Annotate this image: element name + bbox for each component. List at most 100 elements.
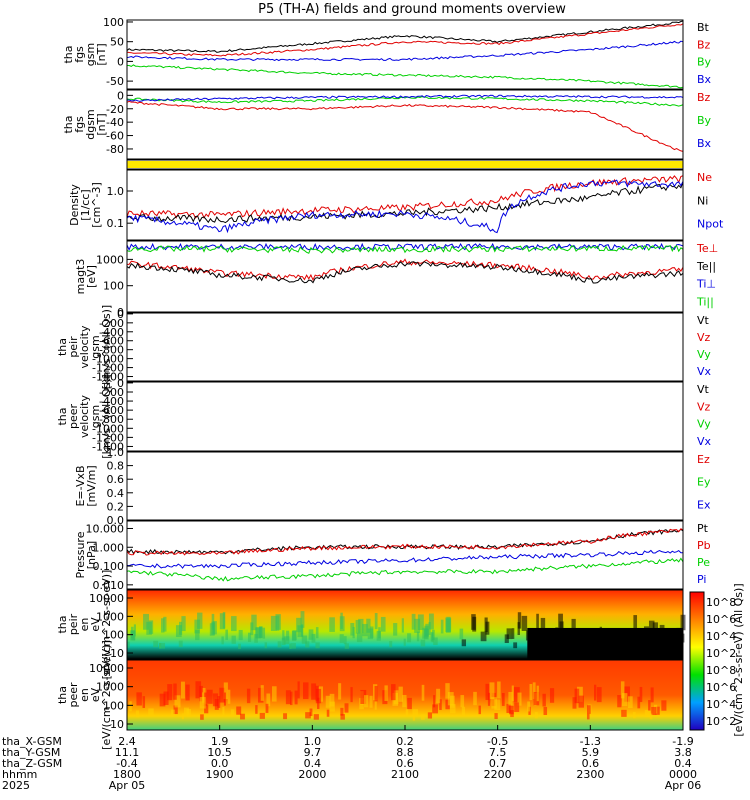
spectrogram-pixel (506, 628, 513, 640)
spectrogram-pixel (225, 629, 228, 640)
spectrogram-pixel (369, 695, 373, 708)
spectrogram-pixel (628, 696, 633, 709)
spectrogram-pixel (194, 619, 200, 634)
panel-density: 1.0 0.1 Density[1/cc][cm^-3] Ne Ni Npot (68, 169, 724, 241)
spectrogram-pixel (133, 624, 136, 637)
colorbar-scale (689, 591, 705, 731)
spectrogram-pixel (161, 618, 165, 633)
spectrogram-pixel (297, 625, 304, 638)
spectrogram-pixel (219, 687, 226, 703)
y-axis-label: peir (67, 613, 80, 635)
spectrogram-pixel (574, 688, 580, 704)
spectrogram-pixel (231, 635, 236, 644)
spectrogram-pixel (513, 642, 518, 649)
y-tick-label: 1.000 (93, 541, 125, 554)
y-axis-label: [cm^-3] (90, 182, 103, 228)
panels-layer: 100500-50thafgsgsm[nT]BtBzByBx0-20-40-60… (56, 16, 724, 750)
spectrogram-pixel (414, 618, 421, 633)
y-tick-label: -1000 (92, 353, 124, 366)
y-tick-label: -800 (99, 344, 124, 357)
series-line-Bz (126, 100, 684, 152)
spectrogram-pixel (254, 634, 258, 643)
spectrogram-pixel (536, 685, 539, 702)
spectrogram-pixel (433, 637, 438, 646)
y-tick-label: 0.2 (107, 500, 125, 513)
legend-Vz: Vz (697, 400, 711, 413)
y-axis-label: magt3 (74, 259, 87, 295)
y-tick-label: -20 (106, 103, 124, 116)
spectrogram-pixel (223, 682, 228, 700)
spectrogram-pixel (412, 715, 416, 721)
spectrogram-pixel (135, 710, 140, 718)
y-axis-label: [km/s^(All Qs)] (100, 305, 113, 389)
spectrogram-pixel (340, 714, 345, 720)
spectrogram-pixel (173, 705, 178, 715)
legend-Vz: Vz (697, 331, 711, 344)
y-axis-label: velocity (78, 395, 91, 438)
spectrogram-pixel (275, 614, 281, 630)
spectrogram-pixel (420, 714, 425, 720)
spectrogram-pixel (461, 706, 466, 715)
spectrogram-pixel (282, 630, 285, 641)
spectrogram-pixel (521, 615, 528, 631)
spectrogram-pixel (637, 696, 641, 709)
colorbar-tick: 10^8 (706, 596, 736, 609)
spectrogram-pixel (445, 698, 450, 710)
spectrogram-pixel (427, 712, 433, 719)
panel-frame (126, 312, 684, 382)
x-row-value: 2100 (391, 768, 419, 781)
y-tick-label: 100 (103, 16, 124, 29)
spectrogram-pixel (339, 634, 344, 643)
series-line-Ni (126, 181, 684, 224)
y-tick-label: -600 (99, 335, 124, 348)
spectrogram-pixel (430, 631, 434, 642)
y-tick-label: -400 (99, 326, 124, 339)
spectrogram-pixel (401, 618, 404, 633)
y-axis-label: [km/s^(All Qs)] (100, 374, 113, 458)
legend-Te⊥: Te⊥ (696, 242, 718, 255)
spectrogram-pixel (350, 687, 353, 703)
x-row-value: 0000 (669, 768, 697, 781)
y-tick-label: 0 (117, 55, 124, 68)
series-line-Pt (126, 528, 684, 555)
spectrogram-pixel (622, 693, 628, 707)
y-axis-label: Density (68, 184, 81, 226)
y-tick-label: 0.1 (107, 217, 125, 230)
spectrogram-pixel (536, 613, 539, 630)
panel-frame (126, 169, 684, 241)
x-row-value: Apr 05 (109, 779, 146, 792)
spectrogram-pixel (489, 682, 495, 700)
spectrogram-pixel (494, 699, 501, 711)
spectrogram-pixel (240, 713, 245, 720)
panel-flag (126, 159, 684, 170)
y-tick-label: 0.6 (107, 473, 125, 486)
y-tick-label: 0.8 (107, 460, 125, 473)
spectrogram-pixel (311, 683, 317, 700)
spectrogram-pixel (447, 692, 454, 706)
legend-Ti⊥: Ti⊥ (696, 278, 716, 291)
spectrogram-pixel (247, 632, 252, 642)
spectrogram-pixel (384, 685, 388, 701)
spectrogram-pixel (153, 640, 159, 648)
x-row-value: 0.6 (396, 757, 414, 770)
series-line-By (126, 96, 684, 107)
y-axis-label: en (78, 618, 91, 632)
y-tick-label: 0.4 (107, 487, 125, 500)
spectrogram-pixel (370, 626, 374, 638)
spectrogram-pixel (655, 706, 660, 715)
panel-peir_vel: 0-200-400-600-800-1000-1200-1400thapeirv… (56, 305, 712, 389)
spectrogram-fill (527, 627, 683, 659)
spectrogram-pixel (305, 641, 310, 648)
colorbar-tick: 10^4 (706, 630, 736, 643)
spectrogram-pixel (534, 712, 538, 719)
spectrogram-pixel (217, 696, 221, 708)
y-tick-label: -1400 (92, 440, 124, 453)
spectrogram-pixel (533, 691, 540, 706)
x-row-name: hhmm (2, 768, 37, 781)
legend-Pb: Pb (697, 539, 711, 552)
legend-Npot: Npot (697, 218, 724, 231)
spectrogram-pixel (352, 626, 355, 639)
spectrogram-pixel (485, 683, 490, 700)
y-tick-label: -200 (99, 386, 124, 399)
